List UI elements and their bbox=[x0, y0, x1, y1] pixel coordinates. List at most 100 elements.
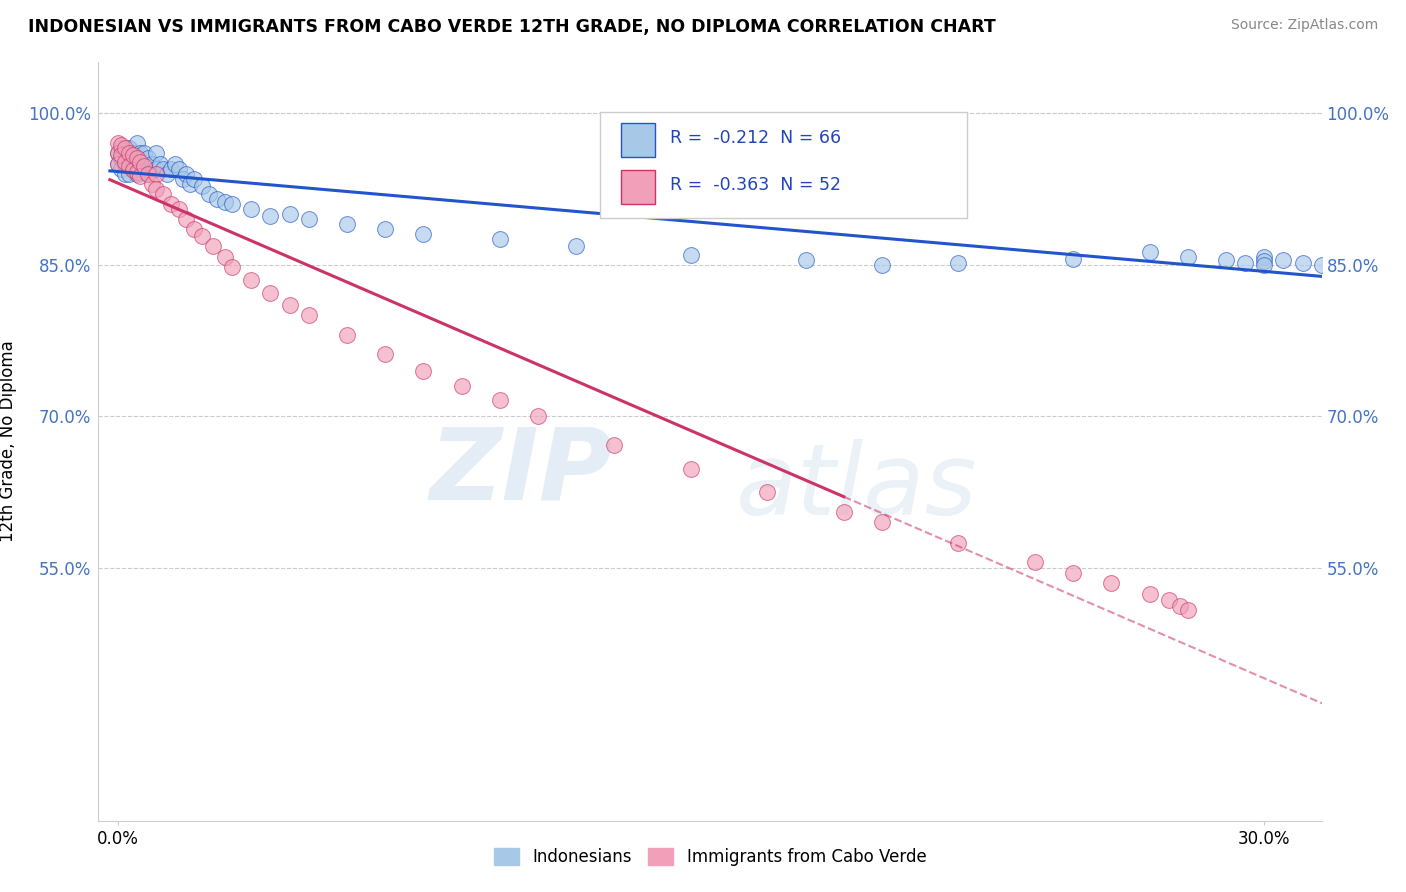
Point bbox=[141, 177, 163, 191]
Point bbox=[167, 161, 190, 176]
Point bbox=[176, 167, 198, 181]
Point bbox=[145, 182, 167, 196]
Point bbox=[1168, 599, 1191, 614]
Text: Source: ZipAtlas.com: Source: ZipAtlas.com bbox=[1230, 18, 1378, 32]
Point bbox=[1253, 250, 1275, 264]
Point bbox=[450, 379, 472, 393]
Point bbox=[107, 156, 129, 170]
Point bbox=[152, 161, 174, 176]
Point bbox=[190, 178, 212, 193]
Point bbox=[240, 202, 263, 216]
Point bbox=[134, 159, 156, 173]
Point bbox=[129, 146, 152, 161]
Point bbox=[163, 156, 186, 170]
Point bbox=[107, 146, 129, 161]
Point bbox=[221, 260, 243, 274]
Point bbox=[488, 393, 510, 408]
Point bbox=[134, 161, 156, 176]
Point bbox=[190, 229, 212, 244]
Point bbox=[205, 192, 228, 206]
Point bbox=[1253, 258, 1275, 272]
Point bbox=[948, 255, 970, 269]
Point bbox=[110, 152, 132, 166]
Point bbox=[136, 152, 159, 166]
Point bbox=[183, 222, 205, 236]
Point bbox=[202, 239, 225, 253]
Point bbox=[145, 161, 167, 176]
Point bbox=[121, 162, 143, 177]
Point bbox=[221, 197, 243, 211]
Point bbox=[160, 161, 183, 176]
Point bbox=[259, 285, 281, 300]
Point bbox=[121, 146, 143, 161]
Point bbox=[118, 167, 141, 181]
Point bbox=[145, 167, 167, 181]
Point bbox=[125, 152, 148, 166]
Point bbox=[870, 258, 893, 272]
Point bbox=[110, 138, 132, 153]
Point bbox=[167, 202, 190, 216]
Point bbox=[336, 328, 359, 343]
Point bbox=[488, 232, 510, 246]
Text: INDONESIAN VS IMMIGRANTS FROM CABO VERDE 12TH GRADE, NO DIPLOMA CORRELATION CHAR: INDONESIAN VS IMMIGRANTS FROM CABO VERDE… bbox=[28, 18, 995, 36]
Text: R =  -0.363  N = 52: R = -0.363 N = 52 bbox=[669, 177, 841, 194]
Point bbox=[107, 136, 129, 151]
Point bbox=[198, 186, 221, 201]
Point bbox=[870, 516, 893, 530]
Point bbox=[948, 535, 970, 549]
Point bbox=[110, 161, 132, 176]
Point bbox=[136, 167, 159, 181]
Point bbox=[125, 152, 148, 166]
Text: ZIP: ZIP bbox=[429, 424, 612, 520]
Point bbox=[118, 159, 141, 173]
Point bbox=[679, 462, 702, 476]
Point bbox=[565, 239, 588, 253]
Point bbox=[1253, 253, 1275, 268]
Point bbox=[527, 409, 550, 424]
Point bbox=[1177, 250, 1199, 264]
Point bbox=[1177, 603, 1199, 617]
Point bbox=[118, 141, 141, 155]
Point bbox=[129, 154, 152, 169]
Point bbox=[1139, 587, 1161, 601]
Point bbox=[374, 222, 396, 236]
Point bbox=[129, 161, 152, 176]
Point bbox=[794, 252, 817, 267]
Point bbox=[125, 136, 148, 151]
Point bbox=[1234, 255, 1257, 269]
Point bbox=[1272, 252, 1295, 267]
Y-axis label: 12th Grade, No Diploma: 12th Grade, No Diploma bbox=[0, 341, 17, 542]
Point bbox=[121, 148, 143, 162]
Point bbox=[134, 146, 156, 161]
Point bbox=[756, 485, 779, 500]
Point bbox=[1024, 555, 1046, 569]
Point bbox=[278, 207, 301, 221]
Point bbox=[1348, 258, 1371, 272]
Point bbox=[114, 154, 136, 169]
Text: atlas: atlas bbox=[735, 439, 977, 535]
Point bbox=[1310, 258, 1333, 272]
Point bbox=[172, 171, 194, 186]
Point bbox=[1157, 593, 1180, 607]
Point bbox=[156, 167, 179, 181]
Point bbox=[1215, 252, 1237, 267]
Point bbox=[114, 141, 136, 155]
Bar bbox=[620, 170, 655, 204]
Point bbox=[160, 197, 183, 211]
Point bbox=[145, 146, 167, 161]
Point bbox=[107, 146, 129, 161]
Point bbox=[1062, 566, 1084, 580]
Point bbox=[1291, 255, 1313, 269]
Point bbox=[240, 273, 263, 287]
Point bbox=[149, 156, 172, 170]
Point bbox=[412, 227, 434, 242]
Point bbox=[114, 156, 136, 170]
Point bbox=[1099, 576, 1122, 591]
Legend: Indonesians, Immigrants from Cabo Verde: Indonesians, Immigrants from Cabo Verde bbox=[486, 841, 934, 873]
Point bbox=[412, 364, 434, 378]
Point bbox=[336, 217, 359, 231]
Point bbox=[176, 212, 198, 227]
Point bbox=[114, 167, 136, 181]
Point bbox=[259, 209, 281, 223]
Point bbox=[298, 212, 321, 227]
